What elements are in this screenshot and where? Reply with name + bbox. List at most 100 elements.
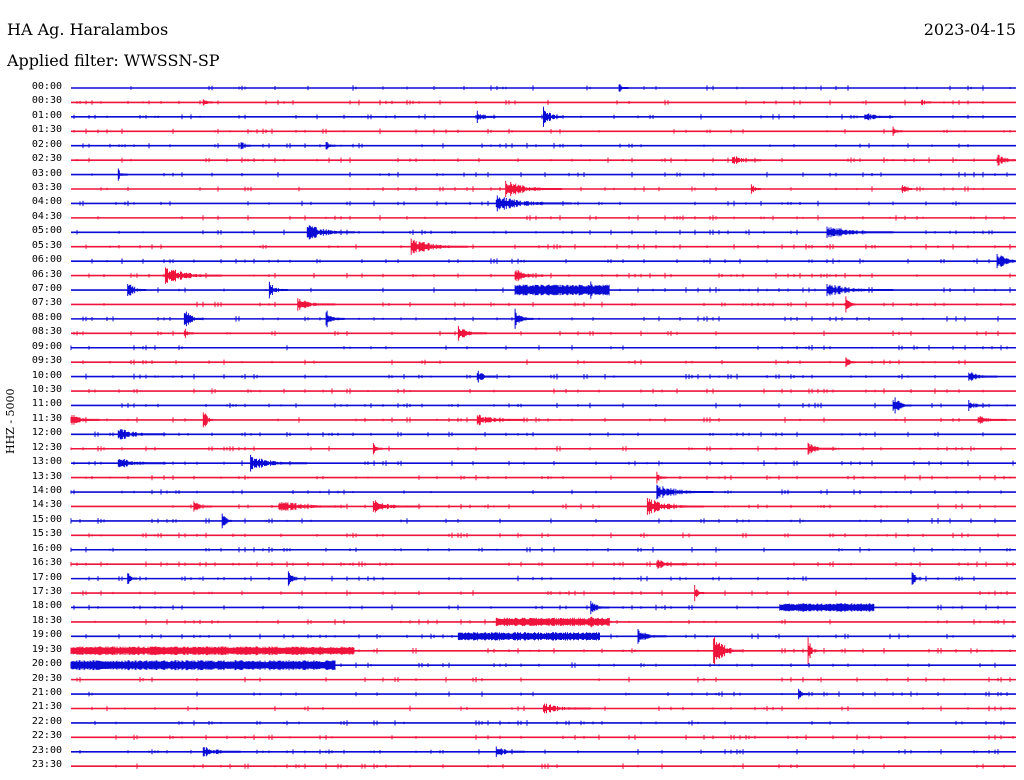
- trace-signal: [115, 734, 1014, 740]
- trace-signal: [94, 720, 1005, 726]
- trace-signal: [94, 616, 1014, 628]
- trace-signal: [91, 168, 1008, 181]
- trace-signal: [76, 154, 1016, 166]
- time-label: 04:00: [31, 196, 62, 208]
- time-label: 11:00: [31, 398, 62, 410]
- time-label: 05:30: [31, 239, 62, 251]
- trace-signal: [85, 370, 998, 383]
- filter-label: Applied filter: WWSSN-SP: [7, 51, 220, 70]
- trace-signal: [130, 84, 1011, 92]
- time-label: 16:30: [31, 557, 62, 569]
- trace-signal: [94, 429, 984, 440]
- trace-signal: [82, 357, 966, 368]
- time-label: 02:30: [31, 153, 62, 165]
- time-label: 15:30: [31, 528, 62, 540]
- trace-signal: [70, 484, 1002, 500]
- trace-signal: [127, 281, 1011, 299]
- time-label: 12:30: [31, 441, 62, 453]
- time-label: 19:00: [31, 629, 62, 641]
- time-label: 13:00: [31, 456, 62, 468]
- time-label: 06:00: [31, 254, 62, 266]
- trace-signal: [88, 571, 975, 586]
- time-label: 01:00: [31, 109, 62, 121]
- trace-signal: [79, 746, 999, 758]
- time-label: 00:00: [31, 81, 62, 92]
- time-label: 11:30: [31, 412, 62, 424]
- trace-signal: [76, 99, 984, 106]
- trace-signal: [70, 547, 1011, 553]
- station-title: HA Ag. Haralambos: [7, 20, 169, 39]
- time-label: 15:00: [31, 513, 62, 525]
- time-label: 12:00: [31, 427, 62, 439]
- time-label: 03:00: [31, 167, 62, 179]
- trace-signal: [76, 225, 993, 240]
- trace-signal: [70, 412, 1007, 428]
- trace-signal: [121, 397, 1008, 414]
- time-label: 19:30: [31, 643, 62, 655]
- trace-signal: [88, 267, 1011, 284]
- time-label: 18:30: [31, 614, 62, 626]
- time-label: 04:30: [31, 210, 62, 222]
- trace-signal: [70, 345, 1008, 351]
- trace-signal: [70, 559, 1014, 569]
- trace-signal: [85, 471, 1011, 484]
- time-label: 08:00: [31, 311, 62, 323]
- time-label: 01:30: [31, 124, 62, 136]
- time-label: 20:30: [31, 672, 62, 684]
- time-label: 07:00: [31, 283, 62, 295]
- time-label: 20:00: [31, 658, 62, 670]
- trace-signal: [70, 442, 1002, 455]
- time-label: 10:00: [31, 369, 62, 381]
- trace-signal: [73, 325, 1014, 341]
- time-label: 17:30: [31, 586, 62, 598]
- trace-signal: [91, 254, 1016, 269]
- trace-signal: [82, 142, 969, 150]
- time-label: 14:00: [31, 485, 62, 497]
- time-label: 09:30: [31, 355, 62, 367]
- trace-signal: [88, 688, 1008, 700]
- time-label: 09:00: [31, 340, 62, 352]
- trace-signal: [97, 215, 1005, 221]
- time-label: 06:30: [31, 268, 62, 280]
- trace-signal: [115, 763, 1005, 769]
- time-label: 05:00: [31, 225, 62, 237]
- trace-signal: [91, 703, 1014, 714]
- trace-signal: [82, 308, 999, 329]
- time-label: 07:30: [31, 297, 62, 309]
- trace-signal: [70, 513, 996, 529]
- trace-signal: [73, 454, 1014, 472]
- trace-signal: [82, 585, 1008, 602]
- time-label: 23:00: [31, 744, 62, 756]
- trace-signal: [76, 676, 1011, 683]
- time-label: 14:30: [31, 499, 62, 511]
- trace-signal: [73, 600, 999, 615]
- trace-signal: [79, 195, 960, 212]
- trace-signal: [172, 498, 996, 515]
- trace-signal: [70, 660, 996, 671]
- time-label: 23:30: [31, 759, 62, 771]
- trace-signal: [88, 532, 999, 539]
- time-label: 22:30: [31, 730, 62, 742]
- trace-signal: [70, 637, 1011, 665]
- time-label: 22:00: [31, 715, 62, 727]
- time-label: 02:00: [31, 138, 62, 150]
- trace-signal: [103, 296, 1014, 313]
- time-label: 18:00: [31, 600, 62, 612]
- time-label: 17:00: [31, 571, 62, 583]
- time-label: 00:30: [31, 95, 62, 107]
- time-label: 21:00: [31, 687, 62, 699]
- trace-signal: [100, 180, 984, 198]
- trace-signal: [85, 238, 1011, 255]
- date-label: 2023-04-15: [923, 20, 1016, 39]
- trace-signal: [73, 106, 984, 127]
- time-label: 10:30: [31, 384, 62, 396]
- time-label: 16:00: [31, 542, 62, 554]
- trace-signal: [85, 629, 1014, 644]
- time-label: 08:30: [31, 326, 62, 338]
- time-label: 03:30: [31, 182, 62, 193]
- time-label: 13:30: [31, 470, 62, 482]
- time-label: 21:30: [31, 701, 62, 713]
- trace-signal: [73, 126, 1011, 136]
- trace-signal: [88, 388, 984, 394]
